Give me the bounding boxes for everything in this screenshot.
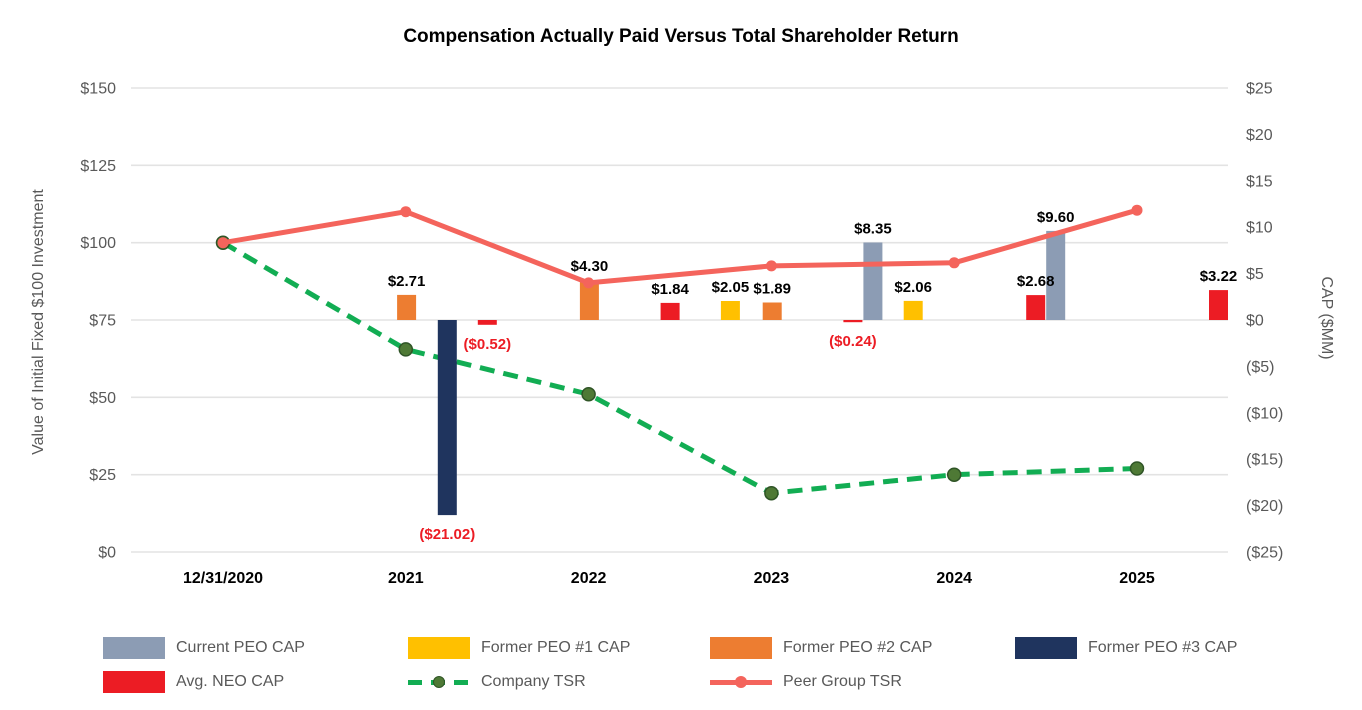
value-label-current-peo-cap-2024: $9.60 — [1037, 209, 1075, 226]
left-axis-tick-label: $50 — [89, 390, 116, 407]
left-axis-tick-label: $75 — [89, 313, 116, 330]
company-tsr-marker — [433, 676, 445, 688]
legend-label-former-peo-3-cap: Former PEO #3 CAP — [1088, 639, 1238, 656]
value-label-former-peo-2-cap-2022: $4.30 — [571, 258, 609, 275]
right-axis-tick-label: $25 — [1246, 81, 1273, 98]
peer-group-tsr-marker-2022 — [583, 277, 595, 289]
former-peo-3-cap-swatch — [1015, 637, 1077, 659]
right-axis-tick-label: $0 — [1246, 313, 1264, 330]
bar-avg-neo-cap-2022 — [660, 302, 680, 320]
legend-item-current-peo-cap: Current PEO CAP — [103, 637, 305, 659]
right-axis-tick-label: $20 — [1246, 127, 1273, 144]
plot-area: $150 $125 $100 $75 $50 $25 $0 $25 $20 $15 $10 $5 $0 (… — [80, 81, 1283, 588]
company-tsr-marker-2025 — [1129, 461, 1145, 476]
left-axis-tick-label: $100 — [80, 235, 116, 252]
x-axis-label-2022: 2022 — [571, 570, 607, 587]
bar-avg-neo-cap-2021 — [477, 320, 497, 325]
former-peo-2-cap-swatch — [710, 637, 772, 659]
legend-item-avg-neo-cap: Avg. NEO CAP — [103, 671, 284, 693]
legend-label-former-peo-1-cap: Former PEO #1 CAP — [481, 639, 631, 656]
peer-group-tsr-marker-12-31-2020 — [217, 237, 229, 249]
left-axis-tick-label: $125 — [80, 158, 116, 175]
value-label-avg-neo-cap-2021: ($0.52) — [464, 336, 512, 353]
x-axis-label-12-31-2020: 12/31/2020 — [183, 570, 263, 587]
x-axis-label-2024: 2024 — [936, 570, 972, 587]
bar-former-peo-1-cap-2023 — [720, 301, 740, 320]
bar-avg-neo-cap-2025 — [1209, 290, 1228, 320]
peer-group-tsr-marker — [735, 676, 747, 688]
peer-group-tsr-line — [222, 207, 1138, 286]
company-tsr-marker-2022 — [581, 386, 596, 402]
bar-former-peo-2-cap-2023 — [762, 302, 782, 320]
former-peo-1-cap-swatch — [408, 637, 470, 659]
company-tsr-line-sample — [408, 671, 470, 693]
bar-former-peo-2-cap-2022 — [579, 280, 599, 320]
peer-group-tsr-marker-2021 — [400, 206, 412, 218]
right-axis-tick-label: ($25) — [1246, 545, 1283, 562]
value-label-former-peo-3-cap-2021: ($21.02) — [419, 526, 475, 543]
right-axis-tick-label: ($5) — [1246, 359, 1274, 376]
legend-label-peer-group-tsr: Peer Group TSR — [783, 673, 902, 690]
company-tsr-marker-2021 — [398, 342, 414, 357]
bar-avg-neo-cap-2023 — [843, 320, 863, 323]
peer-group-tsr-marker-2025 — [1131, 204, 1143, 216]
bar-avg-neo-cap-2024 — [1026, 295, 1046, 320]
left-axis-tick-label: $150 — [80, 81, 116, 98]
peer-group-tsr-line-sample — [710, 671, 772, 693]
bar-current-peo-cap-2023 — [863, 242, 883, 320]
left-axis-tick-label: $0 — [98, 545, 116, 562]
right-axis-tick-label: $15 — [1246, 173, 1273, 190]
value-label-current-peo-cap-2023: $8.35 — [854, 221, 892, 238]
company-tsr-marker-2024 — [946, 467, 962, 482]
value-label-former-peo-2-cap-2023: $1.89 — [753, 281, 791, 298]
bar-former-peo-2-cap-2021 — [397, 294, 417, 320]
value-label-avg-neo-cap-2023: ($0.24) — [829, 333, 877, 350]
right-axis-tick-label: $10 — [1246, 220, 1273, 237]
right-axis-tick-label: ($20) — [1246, 498, 1283, 515]
x-axis-label-2023: 2023 — [754, 570, 790, 587]
legend-item-former-peo-2-cap: Former PEO #2 CAP — [710, 637, 932, 659]
legend-item-former-peo-1-cap: Former PEO #1 CAP — [408, 637, 630, 659]
value-label-avg-neo-cap-2025: $3.22 — [1200, 268, 1238, 285]
bar-former-peo-1-cap-2024 — [903, 300, 923, 320]
bar-current-peo-cap-2024 — [1046, 230, 1066, 320]
x-axis-label-2021: 2021 — [388, 570, 424, 587]
peer-group-tsr-marker-2023 — [765, 260, 777, 272]
legend-item-former-peo-3-cap: Former PEO #3 CAP — [1015, 637, 1237, 659]
value-label-former-peo-1-cap-2023: $2.05 — [712, 279, 750, 296]
peer-group-tsr-marker-2024 — [948, 257, 960, 269]
value-label-avg-neo-cap-2022: $1.84 — [651, 281, 689, 298]
value-label-former-peo-2-cap-2021: $2.71 — [388, 273, 426, 290]
bar-former-peo-3-cap-2021 — [437, 320, 457, 516]
legend-label-company-tsr: Company TSR — [481, 673, 586, 690]
legend-item-company-tsr: Company TSR — [408, 671, 586, 693]
legend-label-avg-neo-cap: Avg. NEO CAP — [176, 673, 285, 690]
x-axis-label-2025: 2025 — [1119, 570, 1155, 587]
company-tsr-marker-2023 — [764, 485, 779, 501]
right-axis-tick-label: $5 — [1246, 266, 1264, 283]
left-axis-tick-label: $25 — [89, 467, 116, 484]
value-label-avg-neo-cap-2024: $2.68 — [1017, 273, 1055, 290]
right-axis-tick-label: ($15) — [1246, 452, 1283, 469]
value-label-former-peo-1-cap-2024: $2.06 — [894, 279, 932, 296]
current-peo-cap-swatch — [103, 637, 165, 659]
legend-label-current-peo-cap: Current PEO CAP — [176, 639, 305, 656]
chart-title: Compensation Actually Paid Versus Total … — [403, 26, 959, 47]
company-tsr-line — [221, 240, 1138, 496]
legend-label-former-peo-2-cap: Former PEO #2 CAP — [783, 639, 933, 656]
legend-item-peer-group-tsr: Peer Group TSR — [710, 671, 902, 693]
right-axis-tick-label: ($10) — [1246, 405, 1283, 422]
avg-neo-cap-swatch — [103, 671, 165, 693]
